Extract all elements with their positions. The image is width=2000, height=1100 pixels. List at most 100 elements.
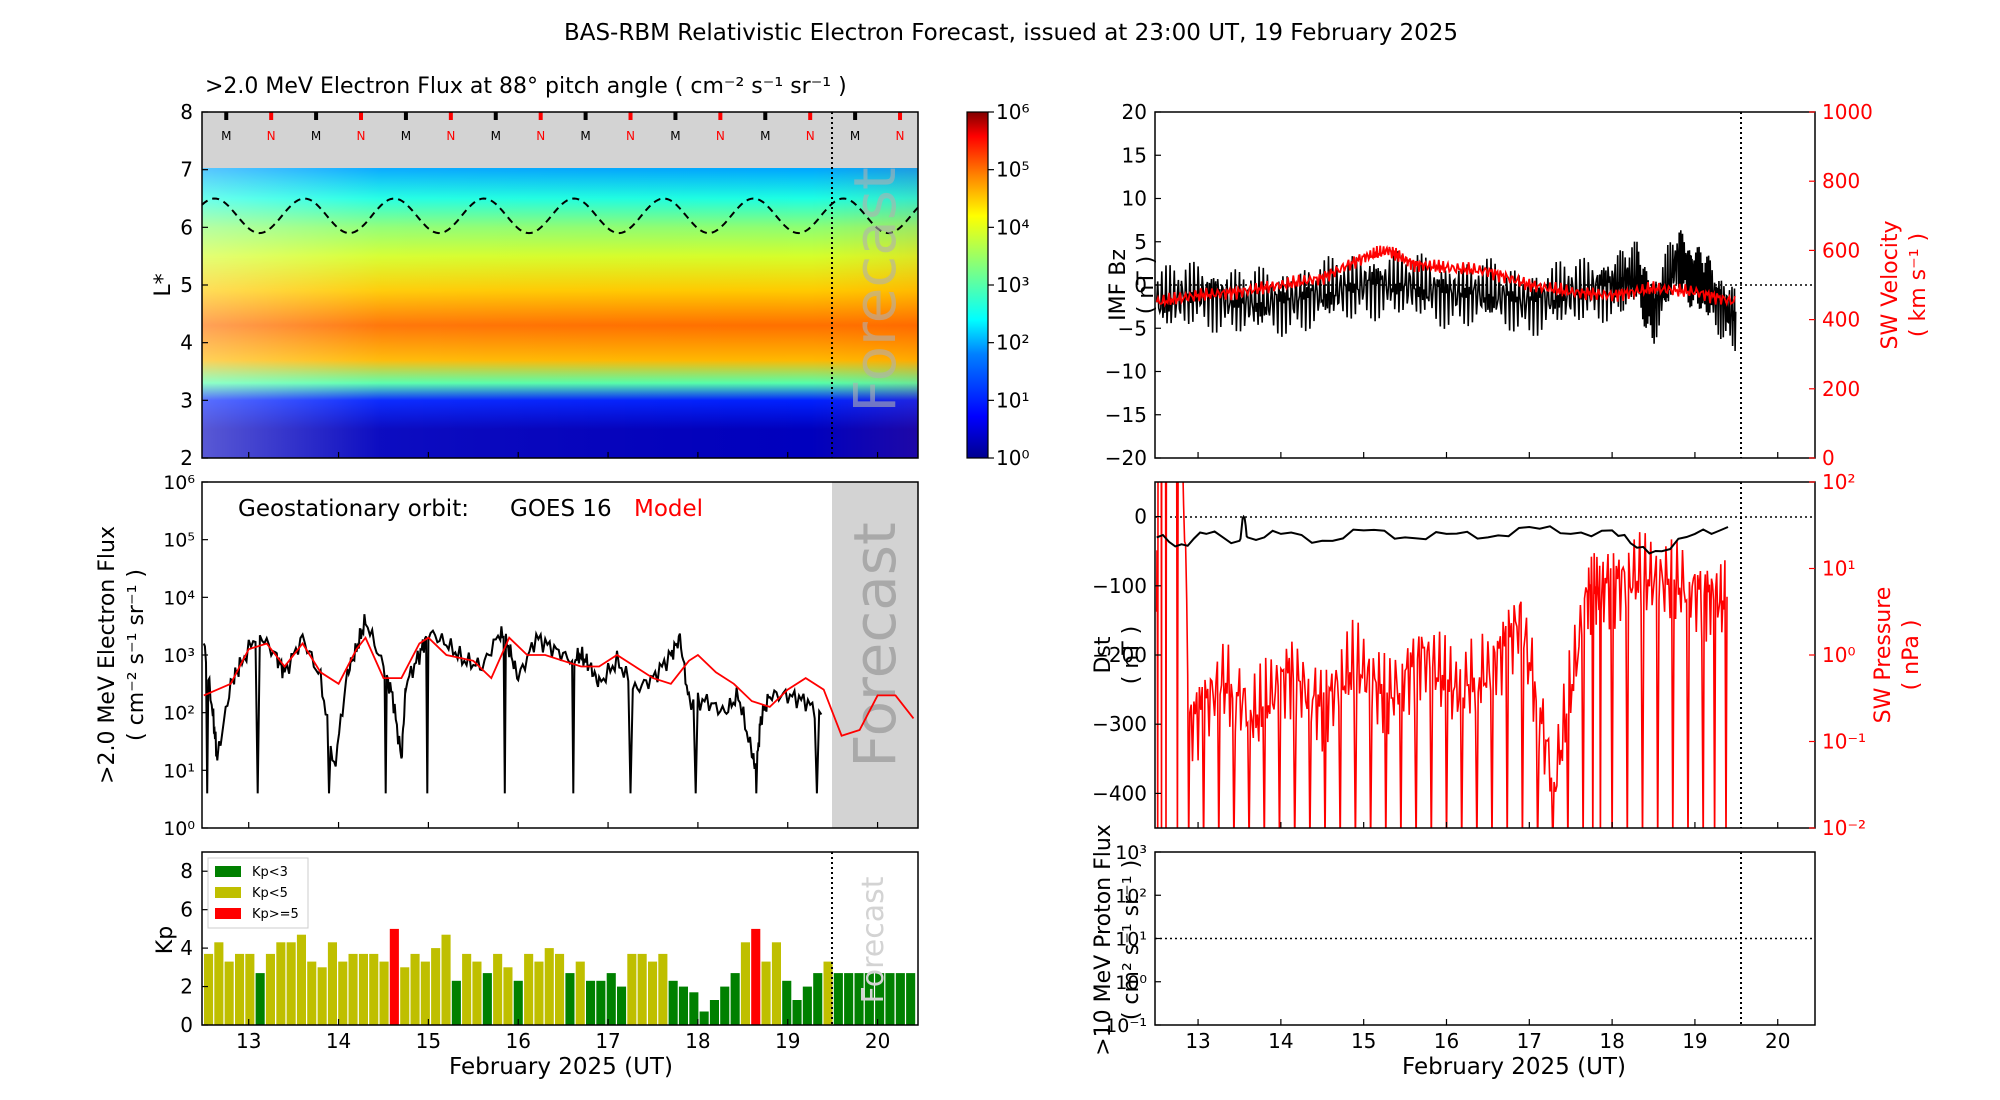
kp-bar (771, 942, 781, 1025)
kp-bar (823, 961, 833, 1025)
kp-bar (276, 942, 286, 1025)
lstar-panel: >2.0 MeV Electron Flux at 88° pitch angl… (151, 74, 1029, 470)
kp-bars (204, 928, 916, 1025)
kp-xlabel: February 2025 (UT) (449, 1054, 673, 1080)
imf-tick-label: 0 (1134, 273, 1147, 297)
kp-bar (885, 973, 895, 1025)
geo-tick-label: 10⁰ (163, 818, 195, 840)
kp-bar (637, 953, 647, 1025)
kp-bar (864, 973, 874, 1025)
kp-xtick-label: 19 (775, 1029, 800, 1053)
orbit-label: M (670, 129, 680, 143)
kp-bar (813, 973, 823, 1025)
forecast-shade (832, 482, 918, 828)
proton-ylabel: >10 MeV Proton Flux (1091, 824, 1116, 1056)
velocity-tick-label: 400 (1822, 308, 1860, 332)
kp-bar (400, 967, 410, 1025)
pressure-tick-label: 10¹ (1822, 557, 1855, 581)
lstar-tick-label: 5 (180, 273, 193, 297)
kp-legend-swatch-mid (215, 887, 241, 898)
outer-belt-gap (202, 112, 918, 168)
kp-bar (627, 953, 637, 1025)
kp-ticks: 0 2 4 6 8 13 14 15 16 17 18 19 20 (180, 452, 890, 1053)
kp-bar (513, 980, 523, 1025)
model-line (203, 635, 915, 737)
proton-tick-label: 10² (1115, 885, 1147, 907)
proton-xtick-label: 16 (1434, 1029, 1459, 1053)
proton-xtick-label: 19 (1682, 1029, 1707, 1053)
kp-bar (555, 953, 565, 1025)
kp-bar (689, 992, 699, 1025)
imf-tick-label: −15 (1105, 403, 1147, 427)
kp-bar (792, 1000, 802, 1025)
pressure-tick-label: 10² (1822, 470, 1855, 494)
dst-panel: −400 −300 −200 −100 0 10⁻² 10⁻¹ 10⁰ 10¹ 10² Dst (… (1091, 470, 1924, 840)
kp-bar (204, 953, 214, 1025)
kp-legend-high: Kp>=5 (252, 907, 299, 922)
kp-bar (844, 973, 854, 1025)
colorbar-tick-label: 10⁴ (996, 215, 1029, 239)
velocity-tick-label: 0 (1822, 446, 1835, 470)
sw-pressure-units: ( nPa ) (1899, 620, 1924, 691)
dst-tick-label: −300 (1092, 712, 1147, 736)
sw-pressure-ylabel: SW Pressure (1871, 587, 1896, 724)
imf-ylabel-units: ( nT ) (1134, 256, 1159, 315)
lstar-ylabel: L* (151, 273, 176, 296)
kp-bar (720, 986, 730, 1025)
orbit-label: M (760, 129, 770, 143)
proton-tick-label: 10³ (1115, 842, 1147, 864)
pressure-tick-label: 10⁰ (1822, 643, 1855, 667)
imf-bz-line (1155, 230, 1737, 352)
dst-tick-label: 0 (1134, 505, 1147, 529)
sw-velocity-ylabel: SW Velocity (1878, 220, 1903, 349)
kp-bar (307, 961, 317, 1025)
orbit-label: M (401, 129, 411, 143)
forecast-label: Forecast (841, 167, 909, 412)
kp-bar (317, 967, 327, 1025)
kp-bar (524, 953, 534, 1025)
kp-xtick-label: 20 (865, 1029, 890, 1053)
kp-bar (699, 1011, 709, 1025)
geo-tick-label: 10⁵ (163, 530, 195, 552)
geo-legend-model: Model (634, 496, 703, 522)
figure-title: BAS-RBM Relativistic Electron Forecast, … (564, 20, 1458, 46)
kp-tick-label: 0 (180, 1013, 193, 1037)
kp-bar (482, 973, 492, 1025)
proton-xtick-label: 20 (1765, 1029, 1790, 1053)
kp-bar (338, 961, 348, 1025)
kp-bar (586, 980, 596, 1025)
kp-tick-label: 4 (180, 936, 193, 960)
kp-bar (833, 973, 843, 1025)
kp-bar (782, 980, 792, 1025)
sw-velocity-units: ( km s⁻¹ ) (1906, 233, 1931, 337)
proton-ylabel-units: ( cm² s⁻¹ sr⁻¹ ) (1119, 860, 1144, 1020)
imf-tick-label: −20 (1105, 446, 1147, 470)
pressure-tick-label: 10⁻² (1822, 816, 1866, 840)
kp-xtick-label: 16 (505, 1029, 530, 1053)
kp-bar (503, 967, 513, 1025)
kp-bar (575, 961, 585, 1025)
proton-xtick-label: 15 (1351, 1029, 1376, 1053)
sw-pressure-line (1155, 482, 1728, 828)
colorbar-tick-label: 10³ (996, 273, 1029, 297)
proton-xtick-label: 13 (1185, 1029, 1210, 1053)
geo-tick-label: 10¹ (163, 760, 195, 782)
orbit-label: M (580, 129, 590, 143)
kp-bar (224, 961, 234, 1025)
orbit-label: N (806, 129, 815, 143)
orbit-label: M (850, 129, 860, 143)
colorbar-ticks: 10⁰ 10¹ 10² 10³ 10⁴ 10⁵ 10⁶ (988, 100, 1029, 470)
kp-bar (875, 973, 885, 1025)
lstar-y-ticks: 2 3 4 5 6 7 8 (180, 100, 208, 470)
orbit-label: M (491, 129, 501, 143)
kp-xtick-label: 17 (595, 1029, 620, 1053)
kp-bar (265, 953, 275, 1025)
dst-tick-label: −400 (1092, 781, 1147, 805)
kp-bar (617, 986, 627, 1025)
geo-ylabel: >2.0 MeV Electron Flux (95, 526, 120, 784)
kp-bar (802, 986, 812, 1025)
proton-panel: 10⁻¹ 10⁰ 10¹ 10² 10³ 13 14 15 16 17 18 19 20 >10 MeV… (1091, 452, 1816, 1080)
velocity-tick-label: 800 (1822, 169, 1860, 193)
